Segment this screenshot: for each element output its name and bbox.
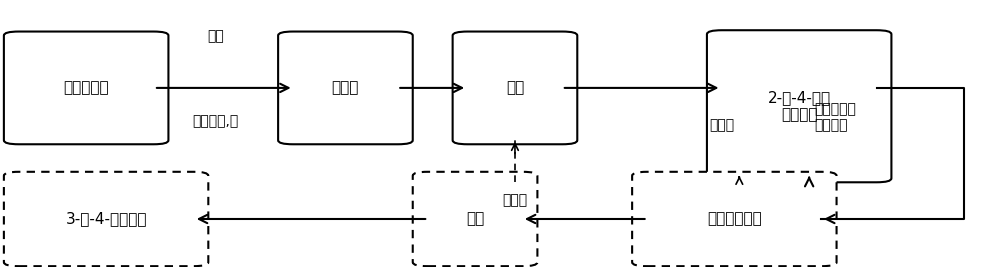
Text: 溶剂（脱卤
抑制剂）: 溶剂（脱卤 抑制剂） [814,102,856,132]
FancyBboxPatch shape [632,172,837,266]
Text: 精制: 精制 [466,211,484,226]
Text: 催化加氢还原: 催化加氢还原 [707,211,762,226]
Text: 3-氯-4-甲基苯胺: 3-氯-4-甲基苯胺 [65,211,147,226]
FancyBboxPatch shape [413,172,537,266]
FancyBboxPatch shape [278,32,413,144]
FancyBboxPatch shape [707,30,891,182]
Text: 三氯化铁,碘: 三氯化铁,碘 [193,114,239,128]
FancyBboxPatch shape [4,172,208,266]
Text: 催化剂: 催化剂 [709,119,734,132]
Text: 洗涤: 洗涤 [506,80,524,95]
Text: 氯化: 氯化 [207,29,224,43]
FancyBboxPatch shape [453,32,577,144]
FancyBboxPatch shape [4,32,168,144]
Text: 自来水: 自来水 [502,193,528,207]
Text: 氯化液: 氯化液 [332,80,359,95]
Text: 2-氯-4-硝基
甲苯精制: 2-氯-4-硝基 甲苯精制 [768,90,831,123]
Text: 对硝基甲苯: 对硝基甲苯 [63,80,109,95]
